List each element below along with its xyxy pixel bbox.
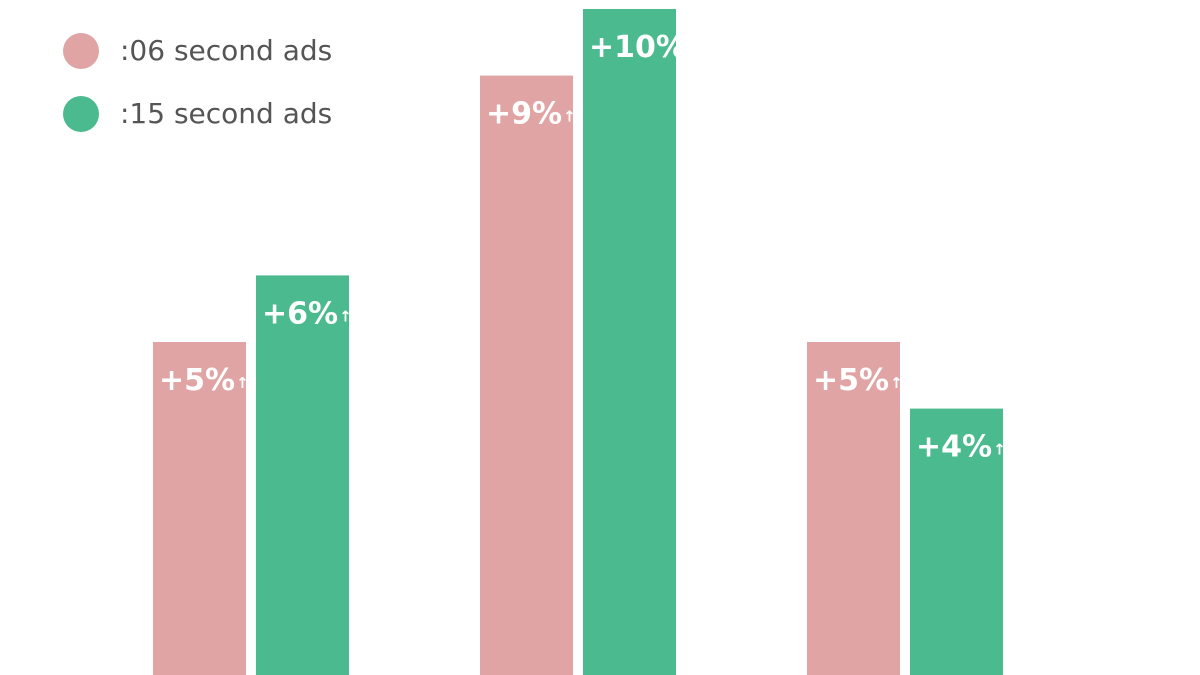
bar-series1-group3 [807,342,900,675]
legend-swatch-15-second-ads [63,96,99,132]
bar-value-label-series2-group1: +6%↑ [262,296,352,331]
up-arrow-icon: ↑ [687,41,700,59]
bar-value-label-series2-group3: +4%↑ [916,430,1006,465]
bar-series2-group1 [256,275,349,675]
legend-label-06-second-ads: :06 second ads [120,34,332,67]
bar-value-label-series1-group2: +9%↑ [486,97,576,132]
up-arrow-icon: ↑ [236,374,249,392]
bars-group: +5%↑ +9%↑ +5%↑ +6%↑ +10%↑ +4%↑ [153,9,1006,675]
bar-value-label-series1-group1: +5%↑ [159,363,249,398]
bar-series2-group3 [910,408,1003,675]
up-arrow-icon: ↑ [890,374,903,392]
bar-series1-group1 [153,342,246,675]
legend: :06 second ads :15 second ads [63,33,332,132]
up-arrow-icon: ↑ [993,441,1006,459]
bar-value-label-series2-group2: +10%↑ [589,30,700,65]
up-arrow-icon: ↑ [563,108,576,126]
up-arrow-icon: ↑ [339,307,352,325]
legend-label-15-second-ads: :15 second ads [120,97,332,130]
legend-swatch-06-second-ads [63,33,99,69]
bar-series2-group2 [583,9,676,675]
bar-series1-group2 [480,75,573,675]
bar-value-label-series1-group3: +5%↑ [813,363,903,398]
